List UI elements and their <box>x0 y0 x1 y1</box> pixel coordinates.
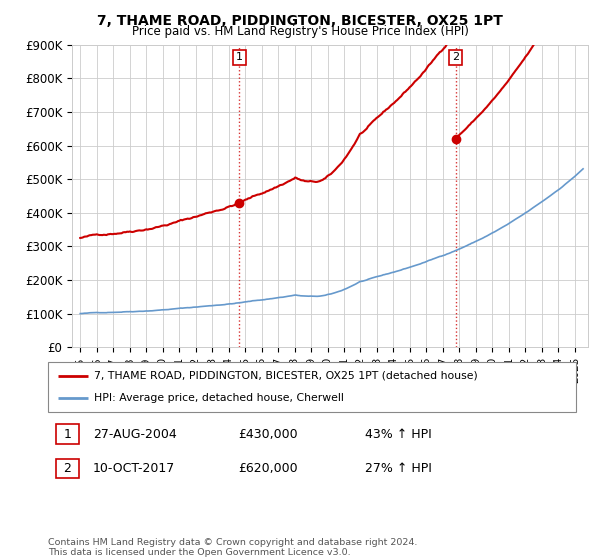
FancyBboxPatch shape <box>56 424 79 444</box>
Text: £430,000: £430,000 <box>238 428 298 441</box>
Text: 2: 2 <box>64 462 71 475</box>
Text: 27-AUG-2004: 27-AUG-2004 <box>93 428 176 441</box>
Text: 7, THAME ROAD, PIDDINGTON, BICESTER, OX25 1PT: 7, THAME ROAD, PIDDINGTON, BICESTER, OX2… <box>97 14 503 28</box>
Text: 10-OCT-2017: 10-OCT-2017 <box>93 462 175 475</box>
Text: 1: 1 <box>64 428 71 441</box>
FancyBboxPatch shape <box>56 459 79 478</box>
Text: Price paid vs. HM Land Registry's House Price Index (HPI): Price paid vs. HM Land Registry's House … <box>131 25 469 38</box>
Text: HPI: Average price, detached house, Cherwell: HPI: Average price, detached house, Cher… <box>94 393 344 403</box>
Text: Contains HM Land Registry data © Crown copyright and database right 2024.
This d: Contains HM Land Registry data © Crown c… <box>48 538 418 557</box>
Text: 7, THAME ROAD, PIDDINGTON, BICESTER, OX25 1PT (detached house): 7, THAME ROAD, PIDDINGTON, BICESTER, OX2… <box>94 371 478 381</box>
Text: 1: 1 <box>236 52 243 62</box>
FancyBboxPatch shape <box>48 362 576 412</box>
Text: £620,000: £620,000 <box>238 462 298 475</box>
Text: 27% ↑ HPI: 27% ↑ HPI <box>365 462 431 475</box>
Text: 43% ↑ HPI: 43% ↑ HPI <box>365 428 431 441</box>
Text: 2: 2 <box>452 52 459 62</box>
